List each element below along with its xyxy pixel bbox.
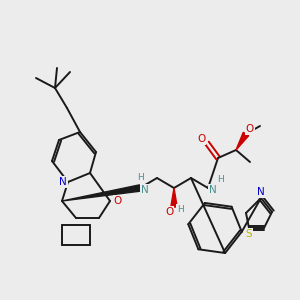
Text: H: H	[217, 176, 224, 184]
Text: O: O	[246, 124, 254, 134]
Text: H: H	[136, 173, 143, 182]
Text: H: H	[177, 205, 183, 214]
Text: N: N	[141, 185, 149, 195]
Text: O: O	[197, 134, 205, 144]
Text: N: N	[59, 177, 67, 187]
Polygon shape	[62, 185, 140, 201]
Text: N: N	[257, 187, 265, 197]
Polygon shape	[236, 132, 249, 150]
Text: O: O	[114, 196, 122, 206]
Polygon shape	[171, 188, 177, 207]
Text: O: O	[165, 207, 173, 217]
Text: N: N	[209, 185, 217, 195]
Text: S: S	[246, 229, 252, 239]
